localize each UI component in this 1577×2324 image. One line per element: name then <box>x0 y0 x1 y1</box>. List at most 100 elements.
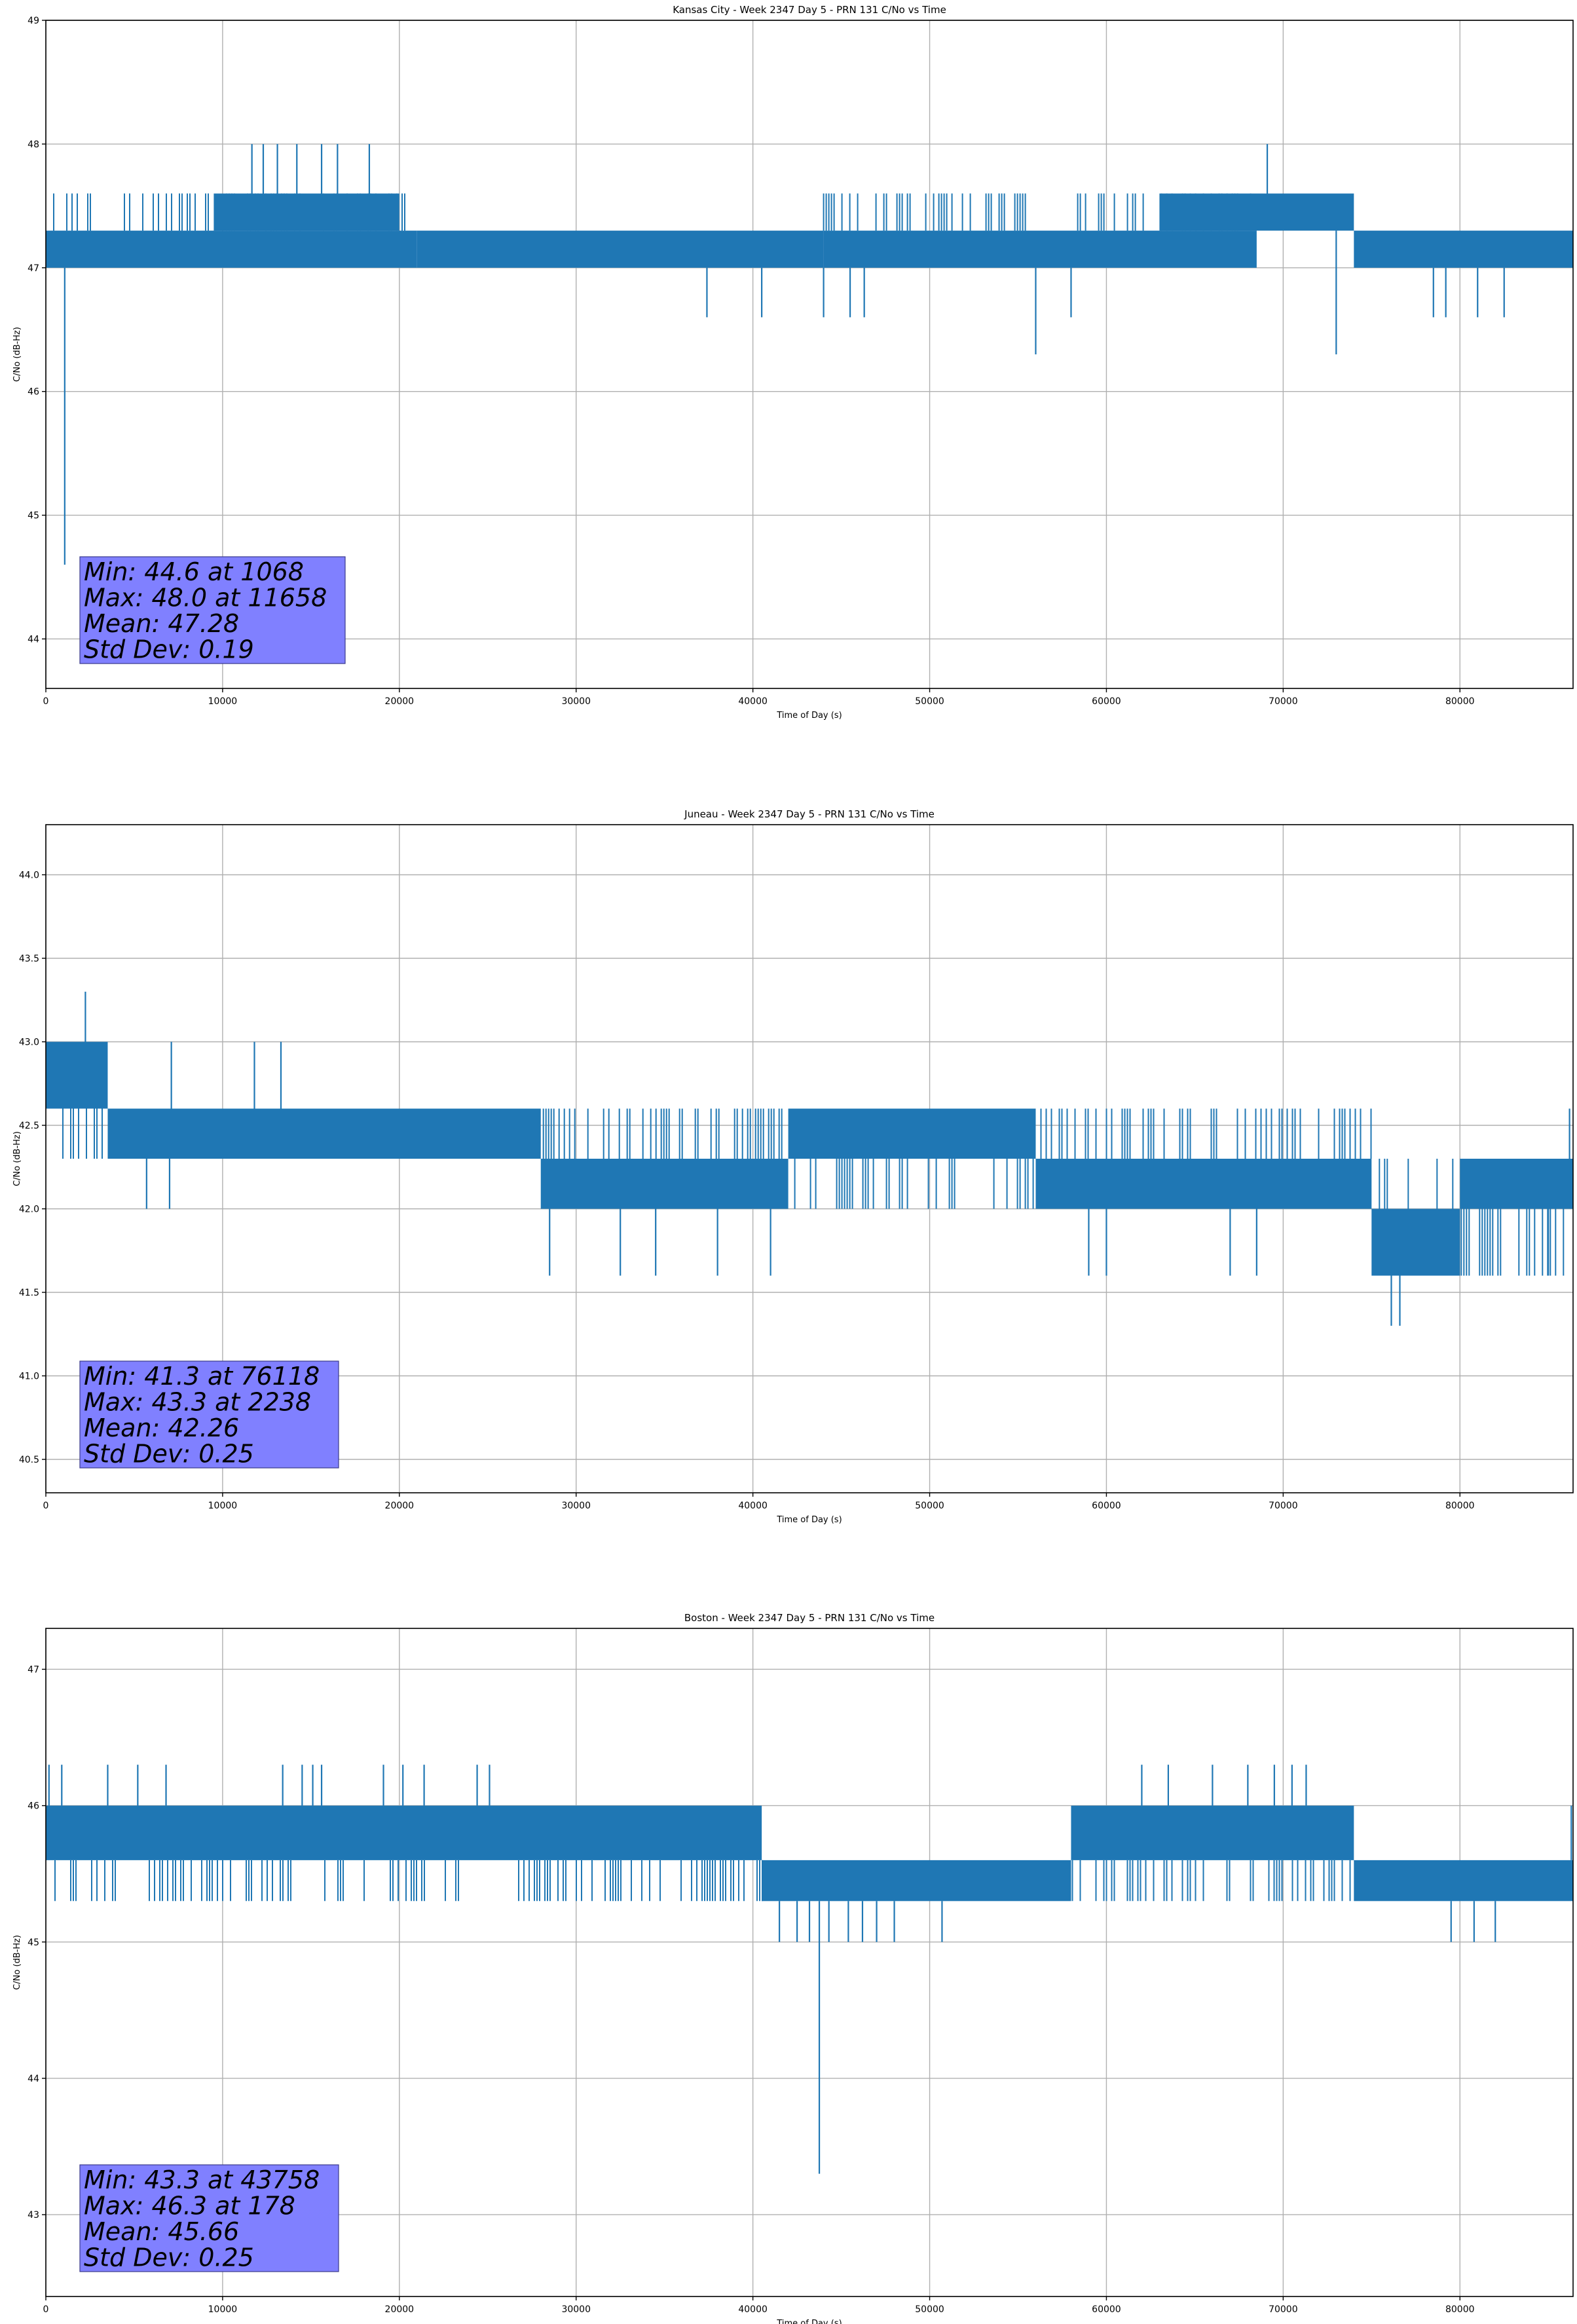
x-tick-label: 10000 <box>208 2304 238 2315</box>
series-band <box>1460 1159 1573 1209</box>
y-tick-label: 49 <box>28 16 39 26</box>
y-tick-label: 42.0 <box>19 1205 39 1215</box>
x-tick-label: 60000 <box>1092 696 1121 707</box>
x-tick-label: 20000 <box>385 696 415 707</box>
y-tick-label: 46 <box>28 1801 39 1812</box>
chart-title: Kansas City - Week 2347 Day 5 - PRN 131 … <box>673 4 946 16</box>
x-tick-label: 40000 <box>738 2304 768 2315</box>
x-tick-label: 70000 <box>1269 1501 1298 1511</box>
x-axis-label: Time of Day (s) <box>776 1515 842 1525</box>
x-tick-label: 70000 <box>1269 2304 1298 2315</box>
y-axis-label: C/No (dB-Hz) <box>12 1131 22 1186</box>
stats-box <box>79 1360 339 1469</box>
series-band <box>1354 231 1573 268</box>
x-tick-label: 20000 <box>385 1501 415 1511</box>
series-excursions <box>1379 1159 1454 1209</box>
chart-panel-2: Juneau - Week 2347 Day 5 - PRN 131 C/No … <box>12 808 1574 1525</box>
series-band <box>1159 193 1354 231</box>
y-tick-label: 43.0 <box>19 1038 39 1048</box>
axes-frame <box>45 824 1574 1493</box>
series-excursions <box>62 1108 103 1159</box>
y-tick-label: 43.5 <box>19 954 39 964</box>
data-series <box>46 1765 1573 2174</box>
x-tick-label: 40000 <box>738 696 768 707</box>
stats-line: Max: 48.0 at 11658 <box>84 584 327 612</box>
series-band <box>788 1108 1036 1159</box>
y-axis-label: C/No (dB-Hz) <box>12 1935 22 1990</box>
x-tick-label: 30000 <box>561 696 591 707</box>
y-tick-label: 45 <box>28 1938 39 1948</box>
chart-title: Boston - Week 2347 Day 5 - PRN 131 C/No … <box>684 1612 935 1624</box>
stats-line: Min: 44.6 at 1068 <box>84 557 304 586</box>
x-tick-label: 0 <box>43 1501 49 1511</box>
series-band <box>1354 1860 1573 1902</box>
series-excursions <box>1071 1860 1351 1902</box>
y-tick-label: 47 <box>28 263 39 274</box>
y-tick-label: 46 <box>28 387 39 398</box>
x-axis-label: Time of Day (s) <box>776 2319 842 2324</box>
series-excursions <box>1040 1108 1372 1159</box>
stats-line: Mean: 42.26 <box>84 1414 239 1442</box>
series-excursions <box>794 1159 1034 1209</box>
y-tick-label: 40.5 <box>19 1455 39 1465</box>
y-tick-label: 44.0 <box>19 871 39 881</box>
y-tick-label: 44 <box>28 634 39 645</box>
series-band <box>46 1041 108 1109</box>
series-band <box>107 1108 541 1159</box>
series-excursions <box>542 1108 783 1159</box>
y-tick-label: 48 <box>28 140 39 150</box>
x-tick-label: 30000 <box>561 1501 591 1511</box>
axes-frame <box>45 1628 1574 2297</box>
x-tick-label: 80000 <box>1445 696 1475 707</box>
x-axis-label: Time of Day (s) <box>776 711 842 721</box>
x-tick-label: 60000 <box>1092 1501 1121 1511</box>
x-tick-label: 0 <box>43 696 49 707</box>
x-tick-label: 0 <box>43 2304 49 2315</box>
series-band <box>1071 1805 1354 1860</box>
x-tick-label: 30000 <box>561 2304 591 2315</box>
stats-box <box>79 556 346 664</box>
x-tick-label: 10000 <box>208 1501 238 1511</box>
series-band <box>1035 1159 1372 1209</box>
y-tick-label: 47 <box>28 1664 39 1675</box>
series-excursions <box>54 1860 763 1902</box>
stats-line: Std Dev: 0.25 <box>84 1440 254 1469</box>
y-tick-label: 43 <box>28 2210 39 2221</box>
y-tick-label: 45 <box>28 511 39 521</box>
stats-line: Max: 43.3 at 2238 <box>84 1388 311 1417</box>
series-band <box>213 193 399 231</box>
stats-line: Std Dev: 0.25 <box>84 2243 254 2272</box>
y-tick-label: 41.0 <box>19 1372 39 1382</box>
series-band <box>46 1805 762 1860</box>
series-excursions <box>1460 1209 1565 1276</box>
stats-box <box>79 2164 339 2272</box>
x-tick-label: 10000 <box>208 696 238 707</box>
x-tick-label: 40000 <box>738 1501 768 1511</box>
x-tick-label: 70000 <box>1269 696 1298 707</box>
data-series <box>46 992 1573 1326</box>
stats-line: Max: 46.3 at 178 <box>84 2192 295 2221</box>
chart-panel-3: Boston - Week 2347 Day 5 - PRN 131 C/No … <box>12 1612 1574 2324</box>
x-tick-label: 60000 <box>1092 2304 1121 2315</box>
y-tick-label: 42.5 <box>19 1121 39 1131</box>
stats-line: Mean: 45.66 <box>84 2217 239 2246</box>
x-tick-label: 80000 <box>1445 2304 1475 2315</box>
x-tick-label: 50000 <box>915 2304 944 2315</box>
series-band <box>417 231 824 268</box>
x-tick-label: 20000 <box>385 2304 415 2315</box>
x-tick-label: 50000 <box>915 696 944 707</box>
x-tick-label: 80000 <box>1445 1501 1475 1511</box>
x-tick-label: 50000 <box>915 1501 944 1511</box>
stats-line: Mean: 47.28 <box>84 609 239 638</box>
stats-line: Min: 43.3 at 43758 <box>84 2165 320 2194</box>
y-tick-label: 41.5 <box>19 1288 39 1298</box>
axes-frame <box>45 20 1574 689</box>
series-band <box>823 231 1257 268</box>
stats-line: Min: 41.3 at 76118 <box>84 1362 320 1391</box>
series-band <box>1371 1209 1460 1276</box>
chart-title: Juneau - Week 2347 Day 5 - PRN 131 C/No … <box>684 808 935 820</box>
y-axis-label: C/No (dB-Hz) <box>12 327 22 382</box>
chart-panel-1: Kansas City - Week 2347 Day 5 - PRN 131 … <box>12 4 1574 721</box>
stats-line: Std Dev: 0.19 <box>84 635 254 664</box>
